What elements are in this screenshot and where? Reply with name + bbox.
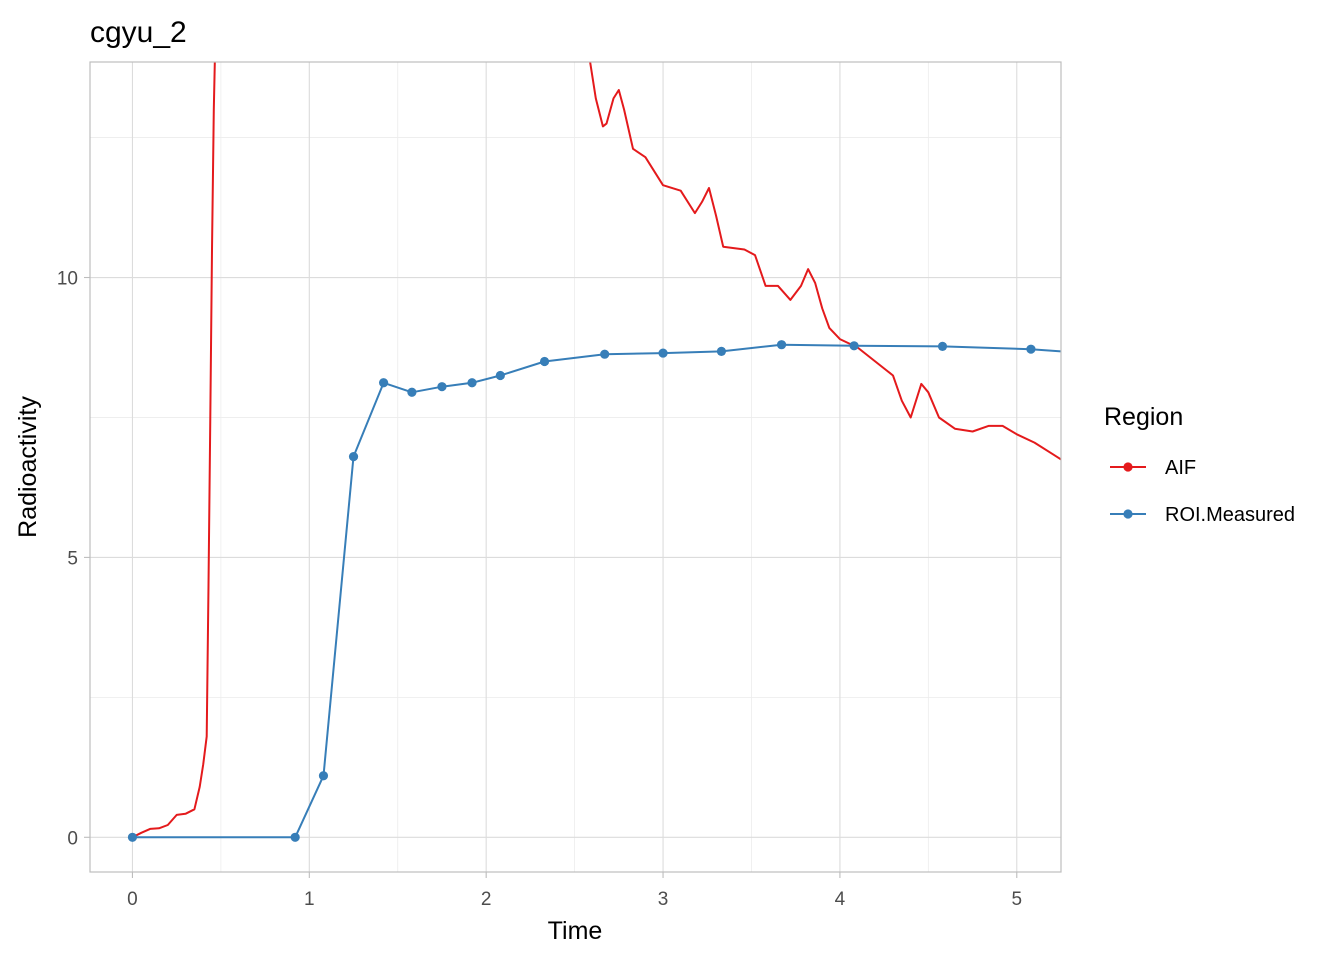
series-line-roi-measured	[132, 343, 1061, 839]
y-tick-label: 5	[67, 548, 78, 569]
data-point-roi-measured	[378, 378, 389, 388]
x-tick-label: 1	[304, 889, 315, 910]
data-point-roi-measured	[776, 340, 787, 350]
x-axis-title: Time	[548, 917, 603, 945]
series-line-aif	[131, 62, 1061, 839]
x-tick-label: 4	[835, 889, 846, 910]
legend-label: AIF	[1165, 457, 1196, 479]
legend-key-marker	[1123, 462, 1133, 472]
x-tick-label: 3	[658, 889, 669, 910]
data-point-roi-measured	[495, 370, 505, 381]
legend-title: Region	[1104, 403, 1183, 431]
data-point-roi-measured	[849, 341, 859, 351]
data-point-roi-measured	[1026, 344, 1036, 354]
data-point-roi-measured	[658, 348, 668, 358]
x-tick-label: 2	[481, 889, 492, 910]
data-point-roi-measured	[716, 346, 727, 357]
data-point-roi-measured	[539, 356, 550, 367]
legend-key-marker	[1123, 509, 1133, 519]
legend-label: ROI.Measured	[1165, 504, 1295, 526]
series-aif	[131, 62, 1061, 839]
y-axis-title: Radioactivity	[14, 396, 42, 538]
x-axis: 0 1 2 3 4 5	[127, 872, 1022, 910]
series-layer	[127, 62, 1061, 842]
minor-gridlines	[90, 62, 1061, 872]
data-point-roi-measured	[437, 382, 447, 392]
panel-border	[89, 61, 1062, 873]
legend-item-aif: AIF	[1110, 457, 1196, 479]
y-tick-label: 0	[67, 828, 78, 849]
data-point-roi-measured	[127, 832, 138, 842]
series-roi-measured	[127, 340, 1061, 842]
chart-title: cgyu_2	[90, 16, 187, 49]
data-point-roi-measured	[407, 387, 417, 397]
legend: Region AIF ROI.Measured	[1104, 403, 1295, 526]
data-point-roi-measured	[600, 349, 610, 359]
data-point-roi-measured	[937, 341, 948, 351]
legend-item-roi-measured: ROI.Measured	[1110, 504, 1295, 526]
data-point-roi-measured	[318, 771, 329, 781]
x-tick-label: 5	[1011, 889, 1022, 910]
x-tick-label: 0	[127, 889, 138, 910]
data-point-roi-measured	[348, 452, 359, 462]
y-axis: 0 5 10	[57, 269, 90, 849]
data-point-roi-measured	[290, 832, 300, 842]
major-gridlines	[90, 62, 1061, 872]
y-tick-label: 10	[57, 269, 78, 290]
data-point-roi-measured	[467, 378, 477, 388]
